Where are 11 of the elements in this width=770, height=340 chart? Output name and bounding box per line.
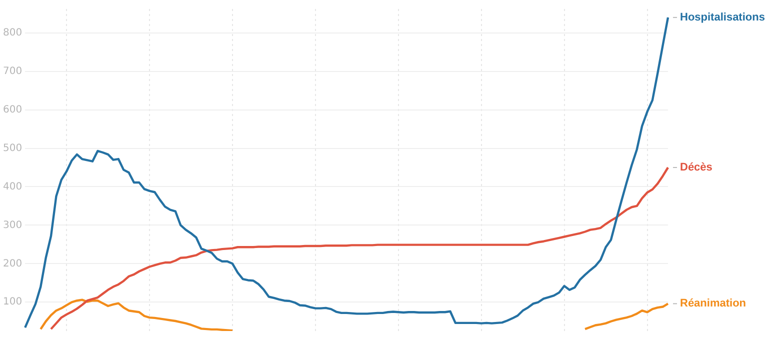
- series-label: Décès: [680, 162, 712, 174]
- series-label: Réanimation: [680, 298, 746, 310]
- y-tick-label: 800: [2, 27, 22, 38]
- y-tick-label: 300: [2, 220, 22, 231]
- series-label: Hospitalisations: [680, 11, 765, 24]
- y-tick-label: 500: [2, 142, 22, 154]
- y-tick-label: 700: [2, 66, 22, 77]
- y-tick-label: 600: [2, 104, 22, 116]
- y-tick-label: 100: [2, 296, 22, 308]
- y-tick-label: 400: [2, 181, 22, 192]
- y-tick-label: 200: [2, 258, 22, 270]
